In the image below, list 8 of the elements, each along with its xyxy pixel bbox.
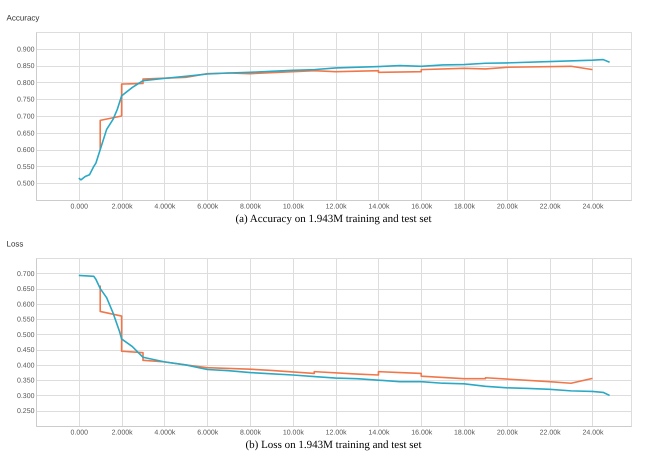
- text: (b) Loss on 1.943M training and test set: [246, 439, 422, 451]
- y-axis-title: Loss: [6, 240, 24, 248]
- text: (a) Accuracy on 1.943M training and test set: [235, 213, 432, 225]
- line-series: [99, 284, 594, 384]
- line-series: [78, 58, 610, 181]
- line-series: [99, 65, 594, 150]
- y-axis-title: Accuracy: [6, 14, 40, 22]
- line-series: [78, 274, 610, 396]
